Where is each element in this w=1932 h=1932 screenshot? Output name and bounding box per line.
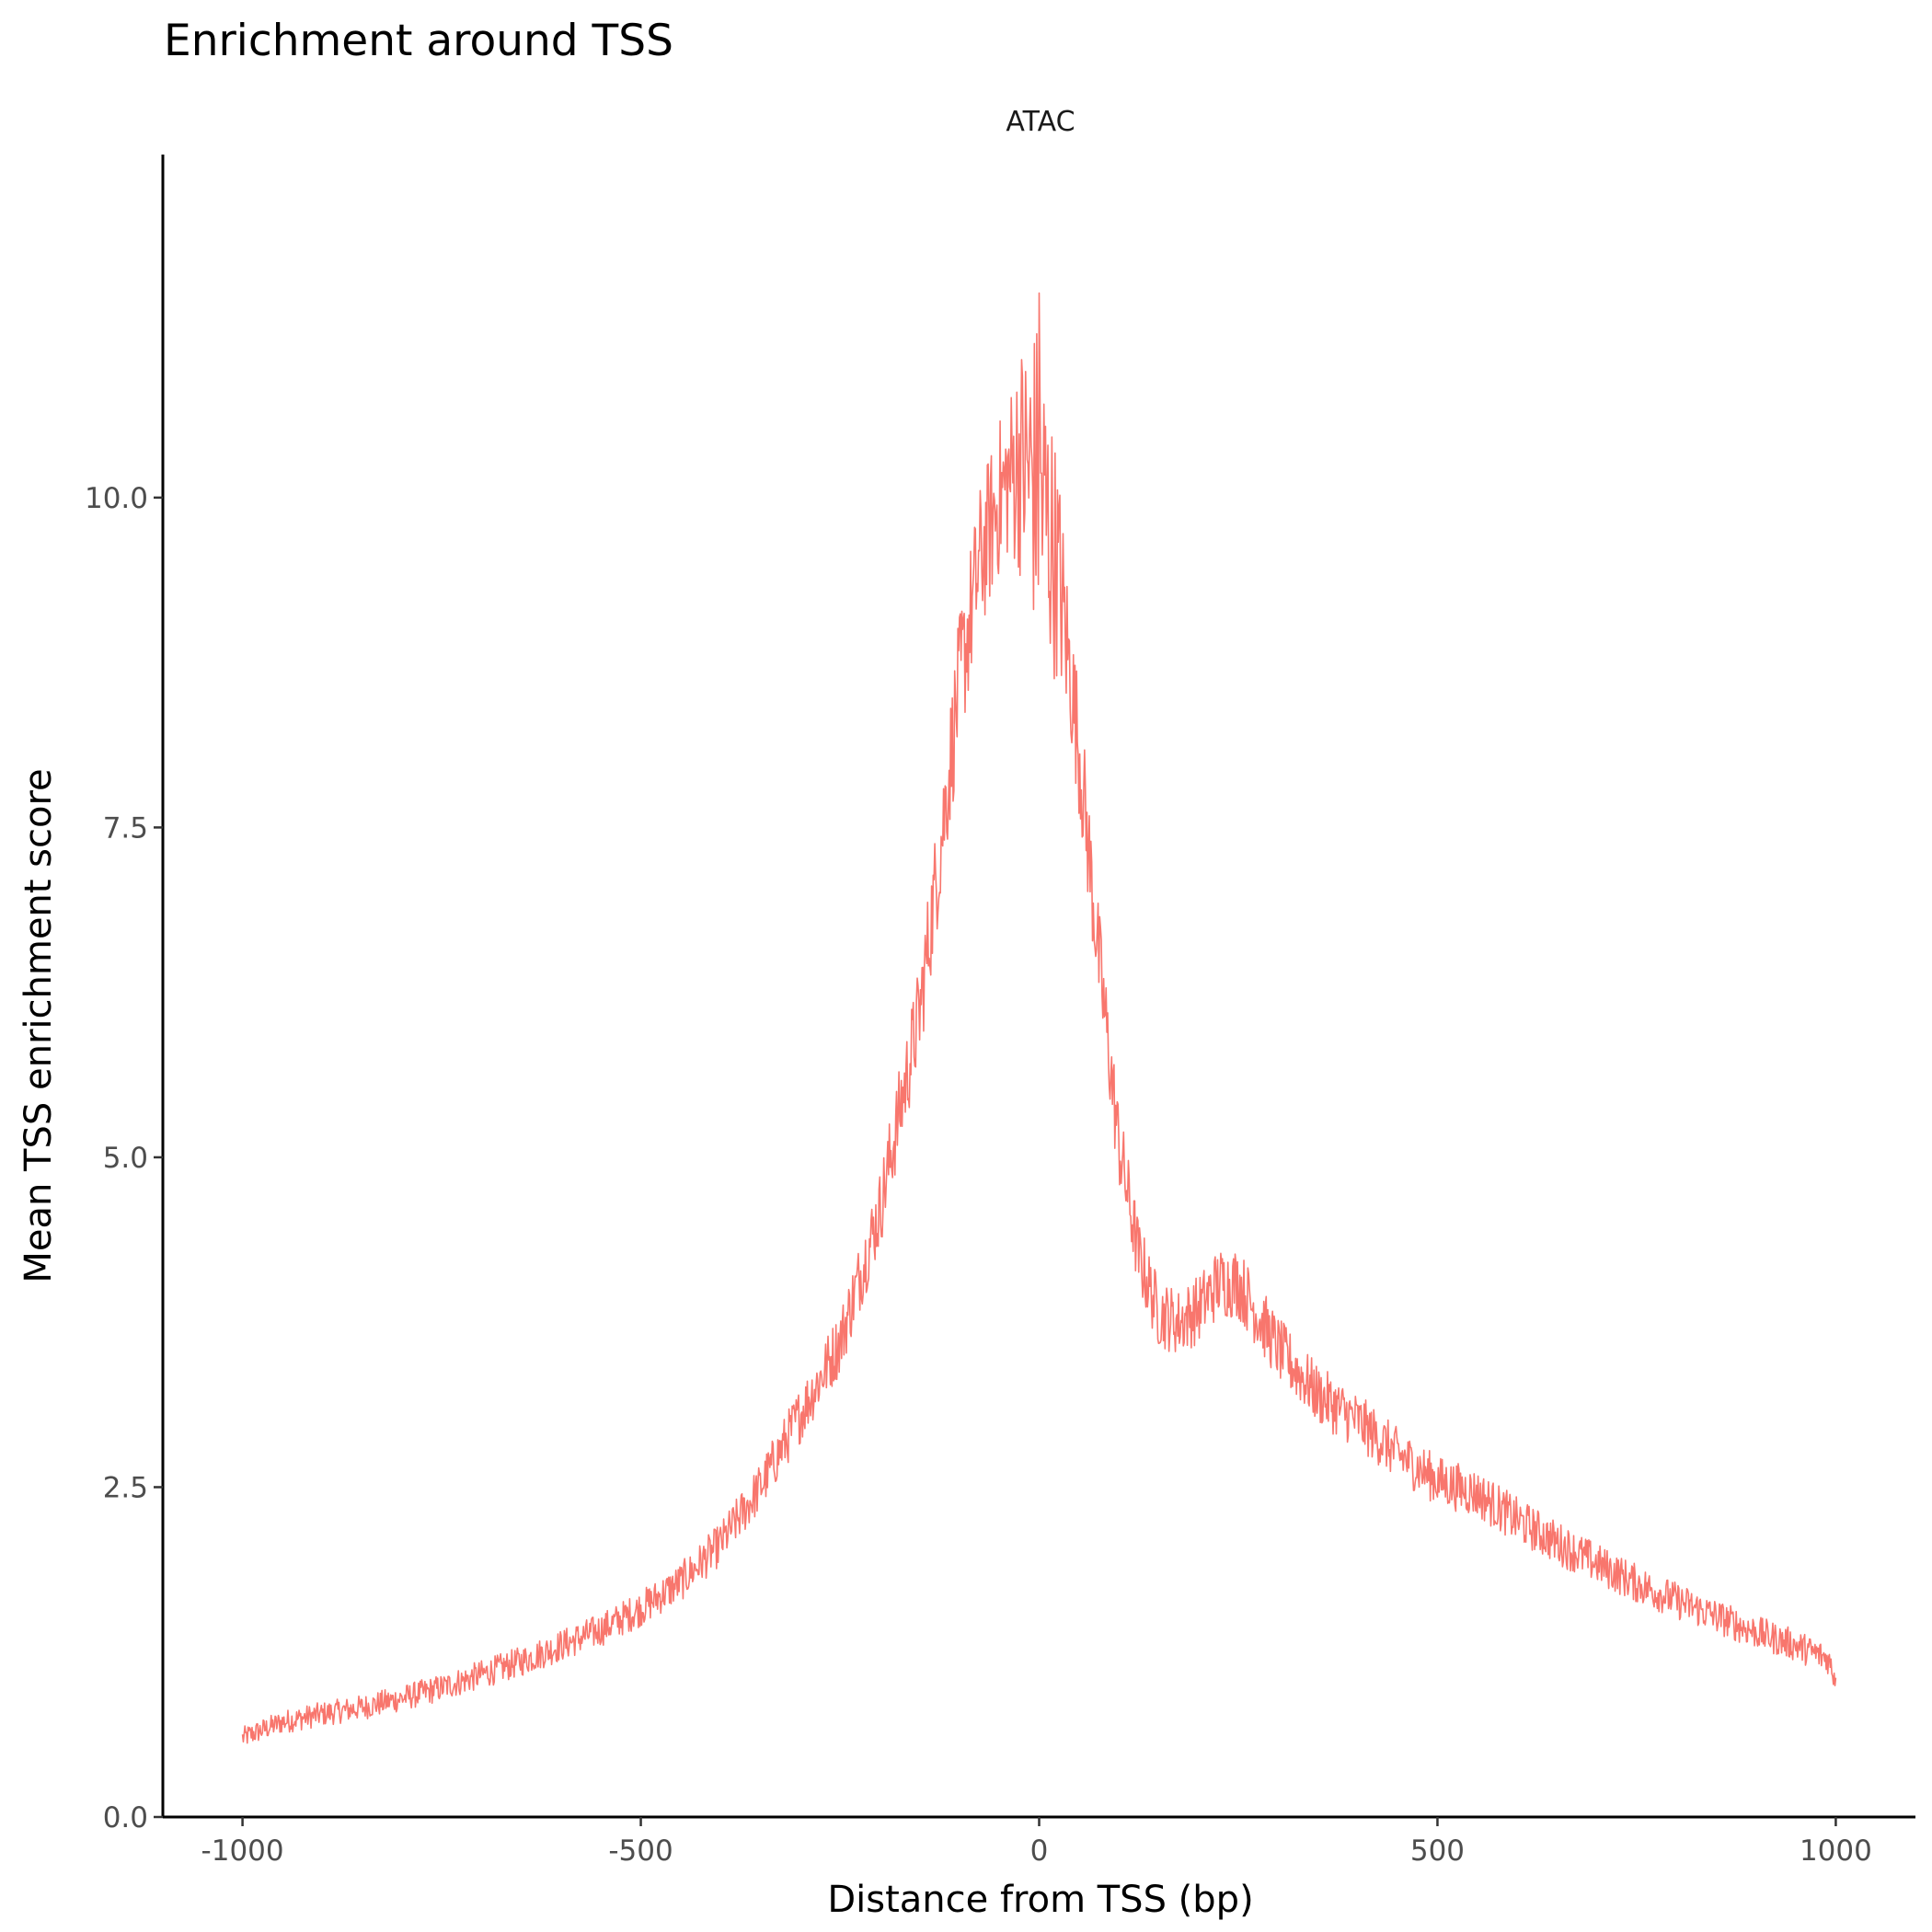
x-tick-label: 0 bbox=[1030, 1834, 1049, 1868]
x-tick-label: -1000 bbox=[201, 1834, 284, 1868]
y-tick-label: 7.5 bbox=[103, 811, 148, 845]
x-tick-label: -500 bbox=[608, 1834, 673, 1868]
y-tick-label: 5.0 bbox=[103, 1142, 148, 1175]
x-axis-title: Distance from TSS (bp) bbox=[827, 1879, 1253, 1921]
x-tick-label: 1000 bbox=[1800, 1834, 1872, 1868]
y-tick-label: 2.5 bbox=[103, 1471, 148, 1504]
x-tick-label: 500 bbox=[1410, 1834, 1465, 1868]
x-axis-ticks: -1000 -500 0 500 1000 bbox=[201, 1817, 1872, 1868]
y-axis-ticks: 0.0 2.5 5.0 7.5 10.0 bbox=[85, 482, 163, 1834]
y-tick-label: 0.0 bbox=[103, 1801, 148, 1834]
series-line-atac bbox=[241, 292, 1837, 1744]
plot-area bbox=[241, 292, 1837, 1744]
chart-title: Enrichment around TSS bbox=[164, 16, 673, 66]
facet-strip-label: ATAC bbox=[1006, 106, 1075, 138]
y-axis-title: Mean TSS enrichment score bbox=[17, 768, 60, 1282]
y-tick-label: 10.0 bbox=[85, 482, 148, 515]
